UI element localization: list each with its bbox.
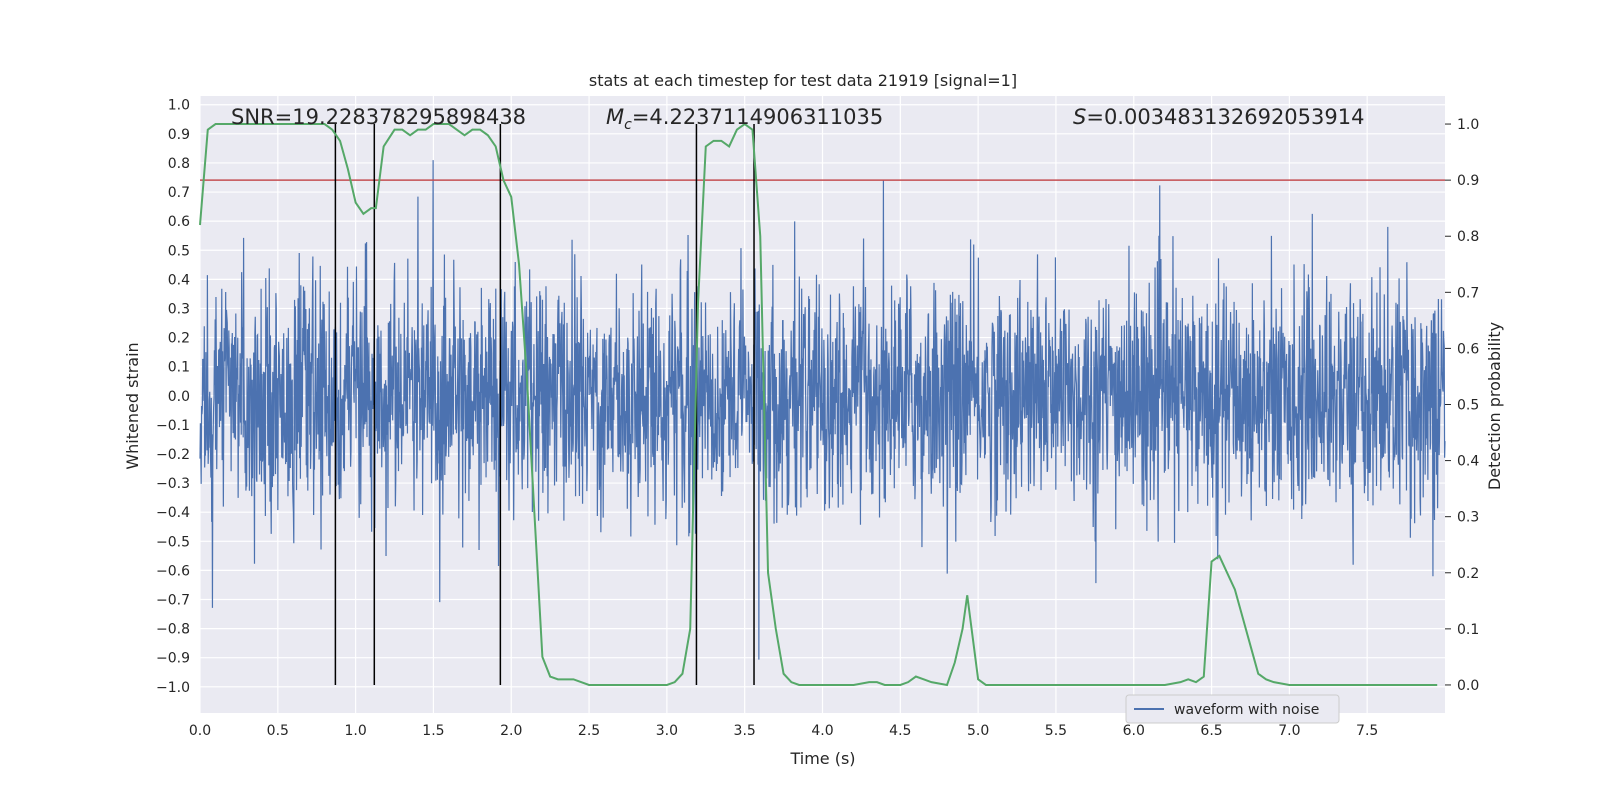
x-tick-label: 5.0: [967, 723, 989, 739]
x-axis-ticks: 0.0 0.5 1.0 1.5 2.0 2.5 3.0 3.5 4.0 4.5 5.0 5.5 6.0 6…: [189, 723, 1378, 739]
x-tick-label: 3.0: [656, 723, 678, 739]
y-right-tick-label: 0.0: [1457, 678, 1479, 694]
y-right-tick-label: 0.2: [1457, 566, 1479, 582]
chirp-mass-symbol: M: [606, 105, 624, 129]
y-right-tick-label: 0.9: [1457, 173, 1479, 189]
x-tick-label: 7.0: [1278, 723, 1300, 739]
x-tick-label: 0.0: [189, 723, 211, 739]
y-left-axis-label: Whitened strain: [123, 342, 142, 469]
y-left-tick-label: 0.0: [168, 389, 190, 405]
x-tick-label: 0.5: [267, 723, 289, 739]
x-axis-label: Time (s): [789, 749, 855, 768]
y-left-tick-label: 0.6: [168, 214, 190, 230]
x-tick-label: 2.5: [578, 723, 600, 739]
chirp-mass-value: =4.2237114906311035: [632, 105, 883, 129]
y-left-axis-ticks: 1.0 0.9 0.8 0.7 0.6 0.5 0.4 0.3 0.2 0.1 0.0 −0.1 −0.…: [156, 98, 190, 696]
s-annotation: S=0.003483132692053914: [1073, 105, 1364, 129]
y-right-tick-label: 1.0: [1457, 117, 1479, 133]
y-right-tick-label: 0.6: [1457, 341, 1479, 357]
s-value: =0.003483132692053914: [1086, 105, 1364, 129]
x-tick-label: 5.5: [1045, 723, 1067, 739]
x-tick-label: 7.5: [1356, 723, 1378, 739]
probability-series: [199, 122, 1438, 687]
x-tick-label: 1.0: [344, 723, 366, 739]
x-tick-label: 1.5: [422, 723, 444, 739]
y-right-axis-label: Detection probability: [1485, 322, 1504, 490]
y-left-tick-label: 0.3: [168, 301, 190, 317]
waveform-line: [199, 160, 1446, 660]
chirp-mass-subscript: c: [624, 117, 632, 133]
waveform-series: [199, 160, 1446, 660]
legend: waveform with noise: [1125, 694, 1340, 724]
s-symbol: S: [1073, 105, 1086, 129]
x-tick-label: 4.0: [811, 723, 833, 739]
y-left-tick-label: 0.2: [168, 331, 190, 347]
y-left-tick-label: −0.6: [156, 563, 190, 579]
y-right-tick-label: 0.3: [1457, 510, 1479, 526]
y-left-tick-label: −0.9: [156, 651, 190, 667]
y-left-tick-label: −0.5: [156, 534, 190, 550]
y-left-tick-label: 0.1: [168, 360, 190, 376]
chart-title: stats at each timestep for test data 219…: [589, 71, 1017, 90]
y-right-tick-label: 0.4: [1457, 454, 1479, 470]
y-right-tick-label: 0.5: [1457, 398, 1479, 414]
x-tick-label: 4.5: [889, 723, 911, 739]
y-right-tick-label: 0.8: [1457, 229, 1479, 245]
y-left-tick-label: −0.1: [156, 418, 190, 434]
snr-annotation: SNR=19.228378295898438: [231, 105, 526, 129]
x-tick-label: 3.5: [734, 723, 756, 739]
y-left-tick-label: −1.0: [156, 680, 190, 696]
y-left-tick-label: −0.8: [156, 622, 190, 638]
probability-line: [199, 122, 1438, 687]
y-right-tick-label: 0.7: [1457, 285, 1479, 301]
chirp-mass-annotation: Mc=4.2237114906311035: [606, 105, 883, 133]
x-tick-label: 6.0: [1123, 723, 1145, 739]
y-left-tick-label: 0.8: [168, 156, 190, 172]
x-tick-label: 6.5: [1200, 723, 1222, 739]
legend-label-waveform: waveform with noise: [1174, 702, 1319, 718]
x-tick-label: 2.0: [500, 723, 522, 739]
y-left-tick-label: −0.2: [156, 447, 190, 463]
y-left-tick-label: 1.0: [168, 98, 190, 114]
y-right-tick-label: 0.1: [1457, 622, 1479, 638]
y-left-tick-label: 0.7: [168, 185, 190, 201]
legend-box: [1125, 694, 1340, 724]
y-left-tick-label: 0.4: [168, 272, 190, 288]
y-left-tick-label: 0.9: [168, 127, 190, 143]
y-left-tick-label: −0.4: [156, 505, 190, 521]
y-left-tick-label: 0.5: [168, 243, 190, 259]
y-left-tick-label: −0.7: [156, 592, 190, 608]
y-right-axis-ticks: 1.0 0.9 0.8 0.7 0.6 0.5 0.4 0.3 0.2 0.1 0.0: [1445, 117, 1479, 694]
y-left-tick-label: −0.3: [156, 476, 190, 492]
